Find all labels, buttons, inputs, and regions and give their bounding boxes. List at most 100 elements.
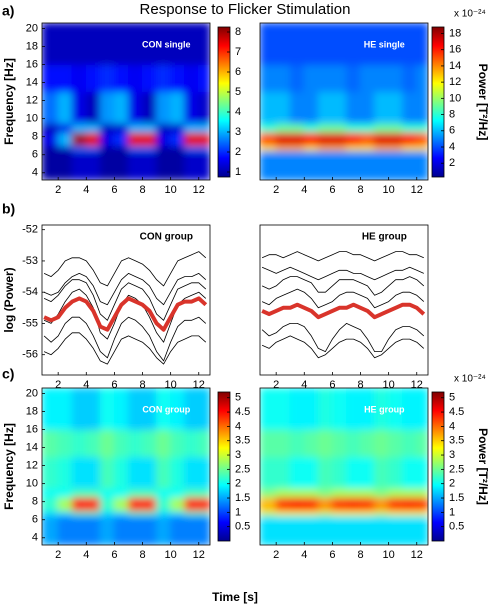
- heatmap-cell: [99, 514, 115, 545]
- heatmap-cell: [170, 510, 186, 516]
- heatmap-cell: [85, 145, 101, 151]
- heatmap-cell: [113, 496, 129, 512]
- heatmap-cell: [260, 388, 277, 431]
- heatmap-cell: [303, 131, 319, 147]
- lines: [43, 251, 208, 365]
- heatmap-cell: [198, 456, 210, 489]
- heatmap-cell: [142, 514, 158, 545]
- heatmap-cell: [127, 487, 144, 498]
- heatmap-cell: [85, 388, 101, 431]
- heatmap-cell: [374, 510, 390, 516]
- x-tick-label: 6: [329, 184, 335, 196]
- heatmap-cell: [113, 149, 129, 180]
- heatmap-cell: [402, 91, 418, 124]
- heatmap-cell: [345, 149, 362, 180]
- heatmap-cell: [374, 496, 390, 512]
- heatmap-cell: [275, 388, 291, 431]
- heatmap-cell: [142, 91, 158, 124]
- x-tick-label: 4: [83, 184, 89, 196]
- heatmap-cell: [198, 122, 210, 133]
- heatmap-cell: [416, 91, 428, 124]
- heatmap-cell: [99, 456, 115, 489]
- x-tick-label: 2: [273, 184, 279, 196]
- x-tick-label: 10: [165, 184, 177, 196]
- heatmap-cell: [402, 487, 418, 498]
- heatmap-cell: [156, 456, 172, 489]
- heatmap-cell: [331, 510, 347, 516]
- heatmap-cell: [260, 131, 277, 147]
- heatmap-cell: [170, 23, 186, 66]
- plot-title: HE group: [364, 404, 405, 414]
- heatmap-cell: [198, 145, 210, 151]
- heatmap-cell: [57, 64, 73, 93]
- heatmap-cell: [85, 496, 101, 512]
- subject-line: [43, 332, 207, 365]
- colorbar-tick-label: 8: [235, 26, 241, 38]
- heatmap-cell: [127, 496, 144, 512]
- heatmap-cell: [57, 122, 73, 133]
- heatmap-cell: [85, 122, 101, 133]
- y-tick-label: -53: [22, 255, 38, 267]
- heatmap-cell: [184, 456, 200, 489]
- colorbar-tick-label: 4.5: [449, 406, 464, 418]
- y-tick-label: 6: [32, 514, 38, 526]
- x-axis-label: Time [s]: [212, 590, 258, 604]
- y-tick-label: 16: [26, 58, 38, 70]
- heatmap-cell: [260, 429, 277, 458]
- heatmap-cell: [260, 145, 277, 151]
- heatmap-cell: [260, 496, 277, 512]
- colorbar-tick-label: 5: [449, 392, 455, 404]
- heatmap-cell: [99, 122, 115, 133]
- heatmap-cell: [57, 91, 73, 124]
- heatmap-cell: [71, 64, 87, 93]
- heatmap-cell: [99, 487, 115, 498]
- heatmap-cell: [345, 23, 362, 66]
- heatmap-cell: [345, 91, 362, 124]
- heatmap-cell: [57, 131, 73, 147]
- heatmap-cell: [402, 456, 418, 489]
- heatmap-cell: [99, 131, 115, 147]
- heatmap-cell: [317, 23, 333, 66]
- panel-label: c): [2, 366, 14, 382]
- plot-frame: [41, 22, 211, 181]
- x-tick-label: 4: [83, 379, 89, 391]
- y-tick-label: 10: [26, 113, 38, 125]
- y-tick-label: 4: [32, 167, 38, 179]
- heatmap-cell: [289, 64, 305, 93]
- heatmap-cell: [71, 145, 87, 151]
- heatmap-cell: [360, 23, 376, 66]
- heatmap-cell: [198, 514, 210, 545]
- colorbar-tick-label: 5: [235, 392, 241, 404]
- y-tick-label: -56: [22, 349, 38, 361]
- y-tick-label: 12: [26, 460, 38, 472]
- heatmap-cell: [374, 456, 390, 489]
- heatmap-cell: [402, 64, 418, 93]
- heatmap-cell: [416, 487, 428, 498]
- subject-line: [43, 251, 207, 287]
- heatmap-cell: [388, 145, 404, 151]
- heatmap-cell: [260, 149, 277, 180]
- plot-frame: [259, 22, 429, 181]
- x-tick-label: 12: [411, 549, 423, 561]
- heatmap-cell: [198, 64, 210, 93]
- x-tick-label: 4: [301, 379, 307, 391]
- heatmap-cell: [198, 496, 210, 512]
- heatmap-cell: [374, 122, 390, 133]
- colorbar: [217, 391, 231, 542]
- heatmap-cell: [303, 514, 319, 545]
- heatmap-cell: [388, 64, 404, 93]
- heatmap-cell: [303, 487, 319, 498]
- heatmap-cell: [317, 388, 333, 431]
- heatmap-cell: [170, 514, 186, 545]
- heatmap-cell: [99, 510, 115, 516]
- heatmap-cell: [275, 514, 291, 545]
- colorbar-tick-label: 4: [449, 420, 455, 432]
- heatmap-cell: [170, 388, 186, 431]
- y-axis-label: log (Power): [2, 267, 16, 332]
- heatmap-cell: [156, 514, 172, 545]
- heatmap-cell: [345, 510, 362, 516]
- x-tick-label: 6: [111, 184, 117, 196]
- colorbar-tick-label: 1.5: [449, 492, 464, 504]
- heatmap-cell: [345, 388, 362, 431]
